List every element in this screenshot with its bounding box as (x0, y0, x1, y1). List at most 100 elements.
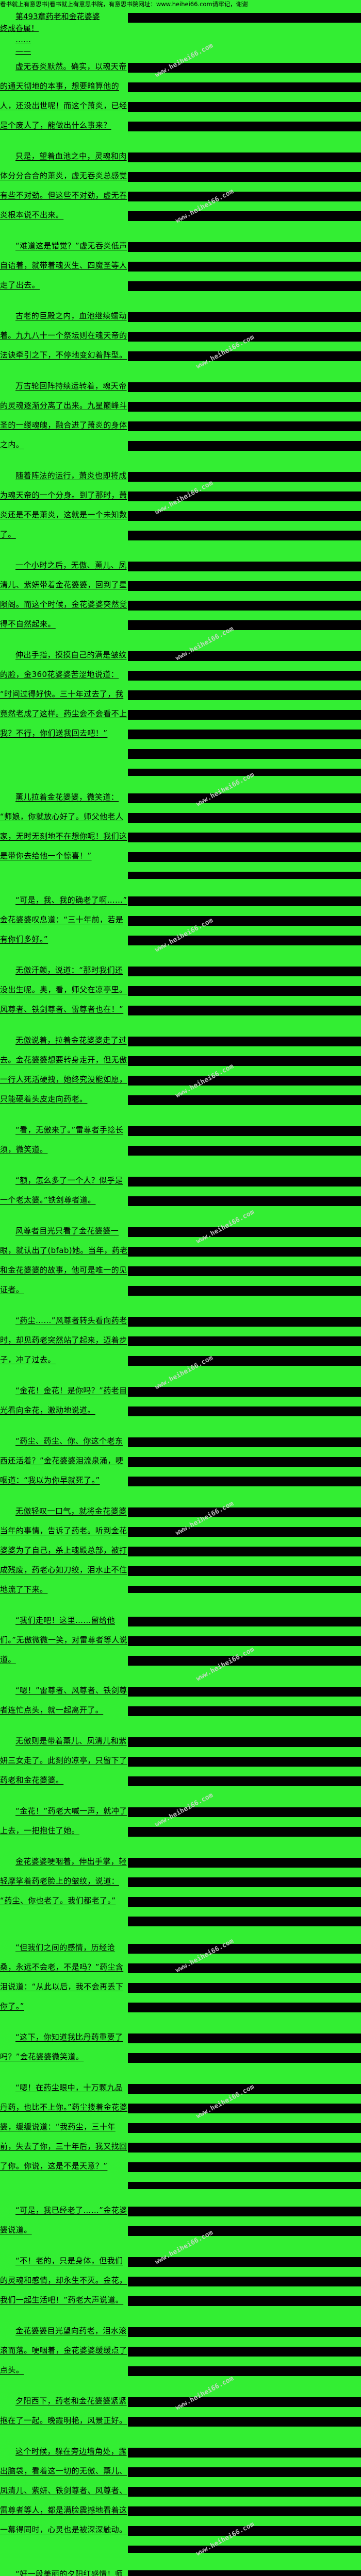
page-title: 第493章药老和金花婆婆 (15, 12, 100, 21)
paragraph-text: “额，怎么多了一个人？似乎是一个老太婆。”铁剑尊者道。 (0, 1176, 123, 1205)
chapter-title-line2-row: 终成眷属！ (0, 23, 361, 34)
paragraph-text: “可是，我、我的确老了啊……”金花婆婆叹息道：“三十年前，若是有你们多好。” (0, 895, 127, 944)
redaction-bar-group (128, 1938, 361, 2012)
redaction-bar (128, 1177, 361, 1187)
redaction-bar (128, 2257, 361, 2267)
redaction-bar (128, 2123, 361, 2133)
paragraph-row: 万古轮回阵持续运转着，魂天帝的灵魂逐渐分离了出来。九星巅峰斗圣的一缕魂魄，融合进… (0, 376, 361, 454)
redaction-bar (128, 620, 361, 630)
redaction-bar-group (128, 2078, 361, 2189)
redaction-bar (128, 152, 361, 162)
redaction-bar (128, 671, 361, 681)
redaction-bar (128, 1877, 361, 1887)
redaction-bar (128, 2277, 361, 2286)
redaction-bar (128, 601, 361, 611)
paragraph-row: 金花婆婆目光望向药老，泪水滚滚而落。哽咽着，金花婆婆缓缓点了点头。 (0, 2321, 361, 2380)
redaction-bar (128, 13, 361, 23)
paragraph-row: 随着阵法的运行，萧炎也即将成为魂天帝的一个分身。到了那时，萧炎还是不是萧炎，这就… (0, 466, 361, 544)
redaction-bar (128, 192, 361, 201)
paragraph-row: 一个小时之后，无傲、薰儿、凤清儿、紫妍带着金花婆婆，回到了星陨阁。而这个时候，金… (0, 555, 361, 634)
paragraph-text: “不！老的，只是身体，但我们的灵魂和感情，却永生不灭。金花，我们一起生活吧！”药… (0, 2256, 127, 2304)
paragraph-text: “嗯！在药尘眼中，十万颗九品丹药，也比不上你。”药尘搂着金花婆婆，缓缓说道：“我… (0, 2083, 128, 2171)
redaction-bar (128, 1586, 361, 1593)
paragraph-row: 无傲汗颜，说道：“那时我们还没出生呢。奥，看，师父在凉亭里。风尊者、铁剑尊者、雷… (0, 960, 361, 1019)
redaction-bar-group (128, 890, 361, 945)
redaction-bar (128, 1336, 361, 1346)
paragraph-row: “金花！”药老大喊一声，就冲了上去，一把抱住了她。 (0, 1801, 361, 1840)
redaction-bar (128, 852, 361, 862)
paragraph-text: 无傲说着，拉着金花婆婆走了过去。金花婆婆想要转身走开，但无傲一行人死活硬拽，她终… (0, 1036, 127, 1104)
redaction-bar-group (128, 236, 361, 291)
redaction-bar-group (128, 1852, 361, 1926)
redaction-bar (128, 2084, 361, 2094)
redaction-bar (128, 1757, 361, 1767)
paragraph-row: 风尊者目光只看了金花婆婆一眼，就认出了(bfab)她。当年，药老和金花婆婆的故事… (0, 1221, 361, 1299)
paragraph-row: 伸出手指，摸摸自己的满是皱纹的脸，金360花婆婆苦涩地说道：“时间过得好快。三十… (0, 645, 361, 776)
redaction-bar (128, 562, 361, 571)
redaction-bar (128, 1656, 361, 1666)
redaction-bar (128, 916, 361, 926)
paragraph-row: “可是，我、我的确老了啊……”金花婆婆叹息道：“三十年前，若是有你们多好。” (0, 890, 361, 949)
redaction-bar (128, 1056, 361, 1066)
paragraph-text: 无傲则是带着薰儿、凤清儿和紫妍三女走了。此刻的凉亭，只留下了药老和金花婆婆。 (0, 1736, 127, 1785)
paragraph-text: “嗯！”雷尊者、风尊者、铁剑尊者连忙点头，就一起离开了。 (0, 1686, 127, 1715)
redaction-bar-group (128, 1030, 361, 1105)
paragraph-text: 古老的巨殿之内，血池继续蠕动着。九九八十一个祭坛则在魂天帝的法诀牵引之下，不停地… (0, 311, 127, 360)
site-header-banner: 看书就上有意思书|看书就上有意思书院，有意思书院网址：www.heihei66.… (0, 1, 248, 8)
redaction-bar (128, 896, 361, 906)
redaction-bar (128, 1477, 361, 1486)
redaction-bar (128, 1286, 361, 1296)
redaction-bar (128, 986, 361, 996)
paragraph-text: 只是，望着血池之中，灵魂和肉体分分合合的萧炎，虚无吞炎总感觉有些不对劲。但这些不… (0, 151, 127, 219)
paragraph-row: “好一段美丽的夕阳红感情！师父和师娘，数十年不见，历经沧桑，感情不仅没有消退，反… (0, 2564, 361, 2576)
paragraph-text: 无傲汗颜，说道：“那时我们还没出生呢。奥，看，师父在凉亭里。风尊者、铁剑尊者、雷… (0, 965, 127, 1014)
redaction-bar (128, 382, 361, 392)
paragraph-row: “金花！金花！是你吗？”药老目光看向金花，激动地说道。 (0, 1381, 361, 1420)
paragraph-text: “看，无傲来了。”雷尊者手捻长须，微笑道。 (0, 1125, 124, 1154)
paragraph-text: 万古轮回阵持续运转着，魂天帝的灵魂逐渐分离了出来。九星巅峰斗圣的一缕魂魄，融合进… (0, 381, 127, 449)
redaction-bar (128, 2003, 361, 2012)
redaction-bar (128, 730, 361, 739)
paragraph-row: 只是，望着血池之中，灵魂和肉体分分合合的萧炎，虚无吞炎总感觉有些不对劲。但这些不… (0, 146, 361, 225)
redaction-bar (128, 531, 361, 540)
redaction-bar (128, 2417, 361, 2427)
redaction-bar (128, 1126, 361, 1136)
title-redaction-col (128, 11, 361, 23)
paragraph-row: “我们走吧！这里……留给他们。”无傲微微一笑，对雷尊者等人说道。 (0, 1611, 361, 1669)
paragraph-row: “这下，你知道我比丹药重要了吗？”金花婆婆微笑道。 (0, 2027, 361, 2066)
redaction-bar (128, 936, 361, 945)
separator-ellipsis-top: …… —— (0, 34, 361, 57)
paragraph-text: 伸出手指，摸摸自己的满是皱纹的脸，金360花婆婆苦涩地说道：“时间过得好快。三十… (0, 650, 127, 738)
redaction-bar-group (128, 1501, 361, 1593)
redaction-bar (128, 402, 361, 412)
redaction-bar (128, 1227, 361, 1237)
redaction-bar-group (128, 146, 361, 221)
redaction-bar (128, 332, 361, 342)
paragraph-text: 金花婆婆目光望向药老，泪水滚滚而落。哽咽着，金花婆婆缓缓点了点头。 (0, 2326, 127, 2375)
redaction-bar-group (128, 2200, 361, 2236)
redaction-bar (128, 651, 361, 661)
redaction-bar-group (128, 2442, 361, 2553)
redaction-bar-group (128, 787, 361, 879)
redaction-bar (128, 1737, 361, 1747)
redaction-bar (128, 2366, 361, 2376)
redaction-bar (128, 2327, 361, 2337)
redaction-bar-group (128, 57, 361, 131)
paragraph-row: “药尘……”风尊者转头看向药老时，却见药老突然站了起来，迈着步子，冲了过去。 (0, 1311, 361, 1369)
paragraph-row: 这个时候，躲在旁边墙角处，露出脑袋，看着这一切的无傲、薰儿、凤清儿、紫妍、铁剑尊… (0, 2442, 361, 2553)
redaction-bar (128, 749, 361, 759)
redaction-bar (128, 2448, 361, 2458)
redaction-bar (128, 1356, 361, 1366)
paragraph-row: 无傲轻叹一口气，就将金花婆婆当年的事情，告诉了药老。听到金花婆婆为了自己，杀上魂… (0, 1501, 361, 1599)
redaction-bar (128, 2143, 361, 2153)
chapter-title-col: 第493章药老和金花婆婆 (0, 11, 128, 22)
redaction-bar (128, 2347, 361, 2357)
paragraph-row: “药尘、药尘、你、你这个老东西还活着？”金花婆婆泪流泉涌，哽咽道：“我以为你早就… (0, 1431, 361, 1490)
redaction-bar (128, 2226, 361, 2236)
paragraph-text: “难道这是错觉？”虚无吞炎低声自语着，就带着魂灭生、四魔圣等人走了出去。 (0, 241, 127, 290)
redaction-bar (128, 2526, 361, 2536)
redaction-bar (128, 1944, 361, 1954)
redaction-bar (128, 769, 361, 776)
redaction-bar (128, 2397, 361, 2407)
redaction-bar-group (128, 1120, 361, 1156)
